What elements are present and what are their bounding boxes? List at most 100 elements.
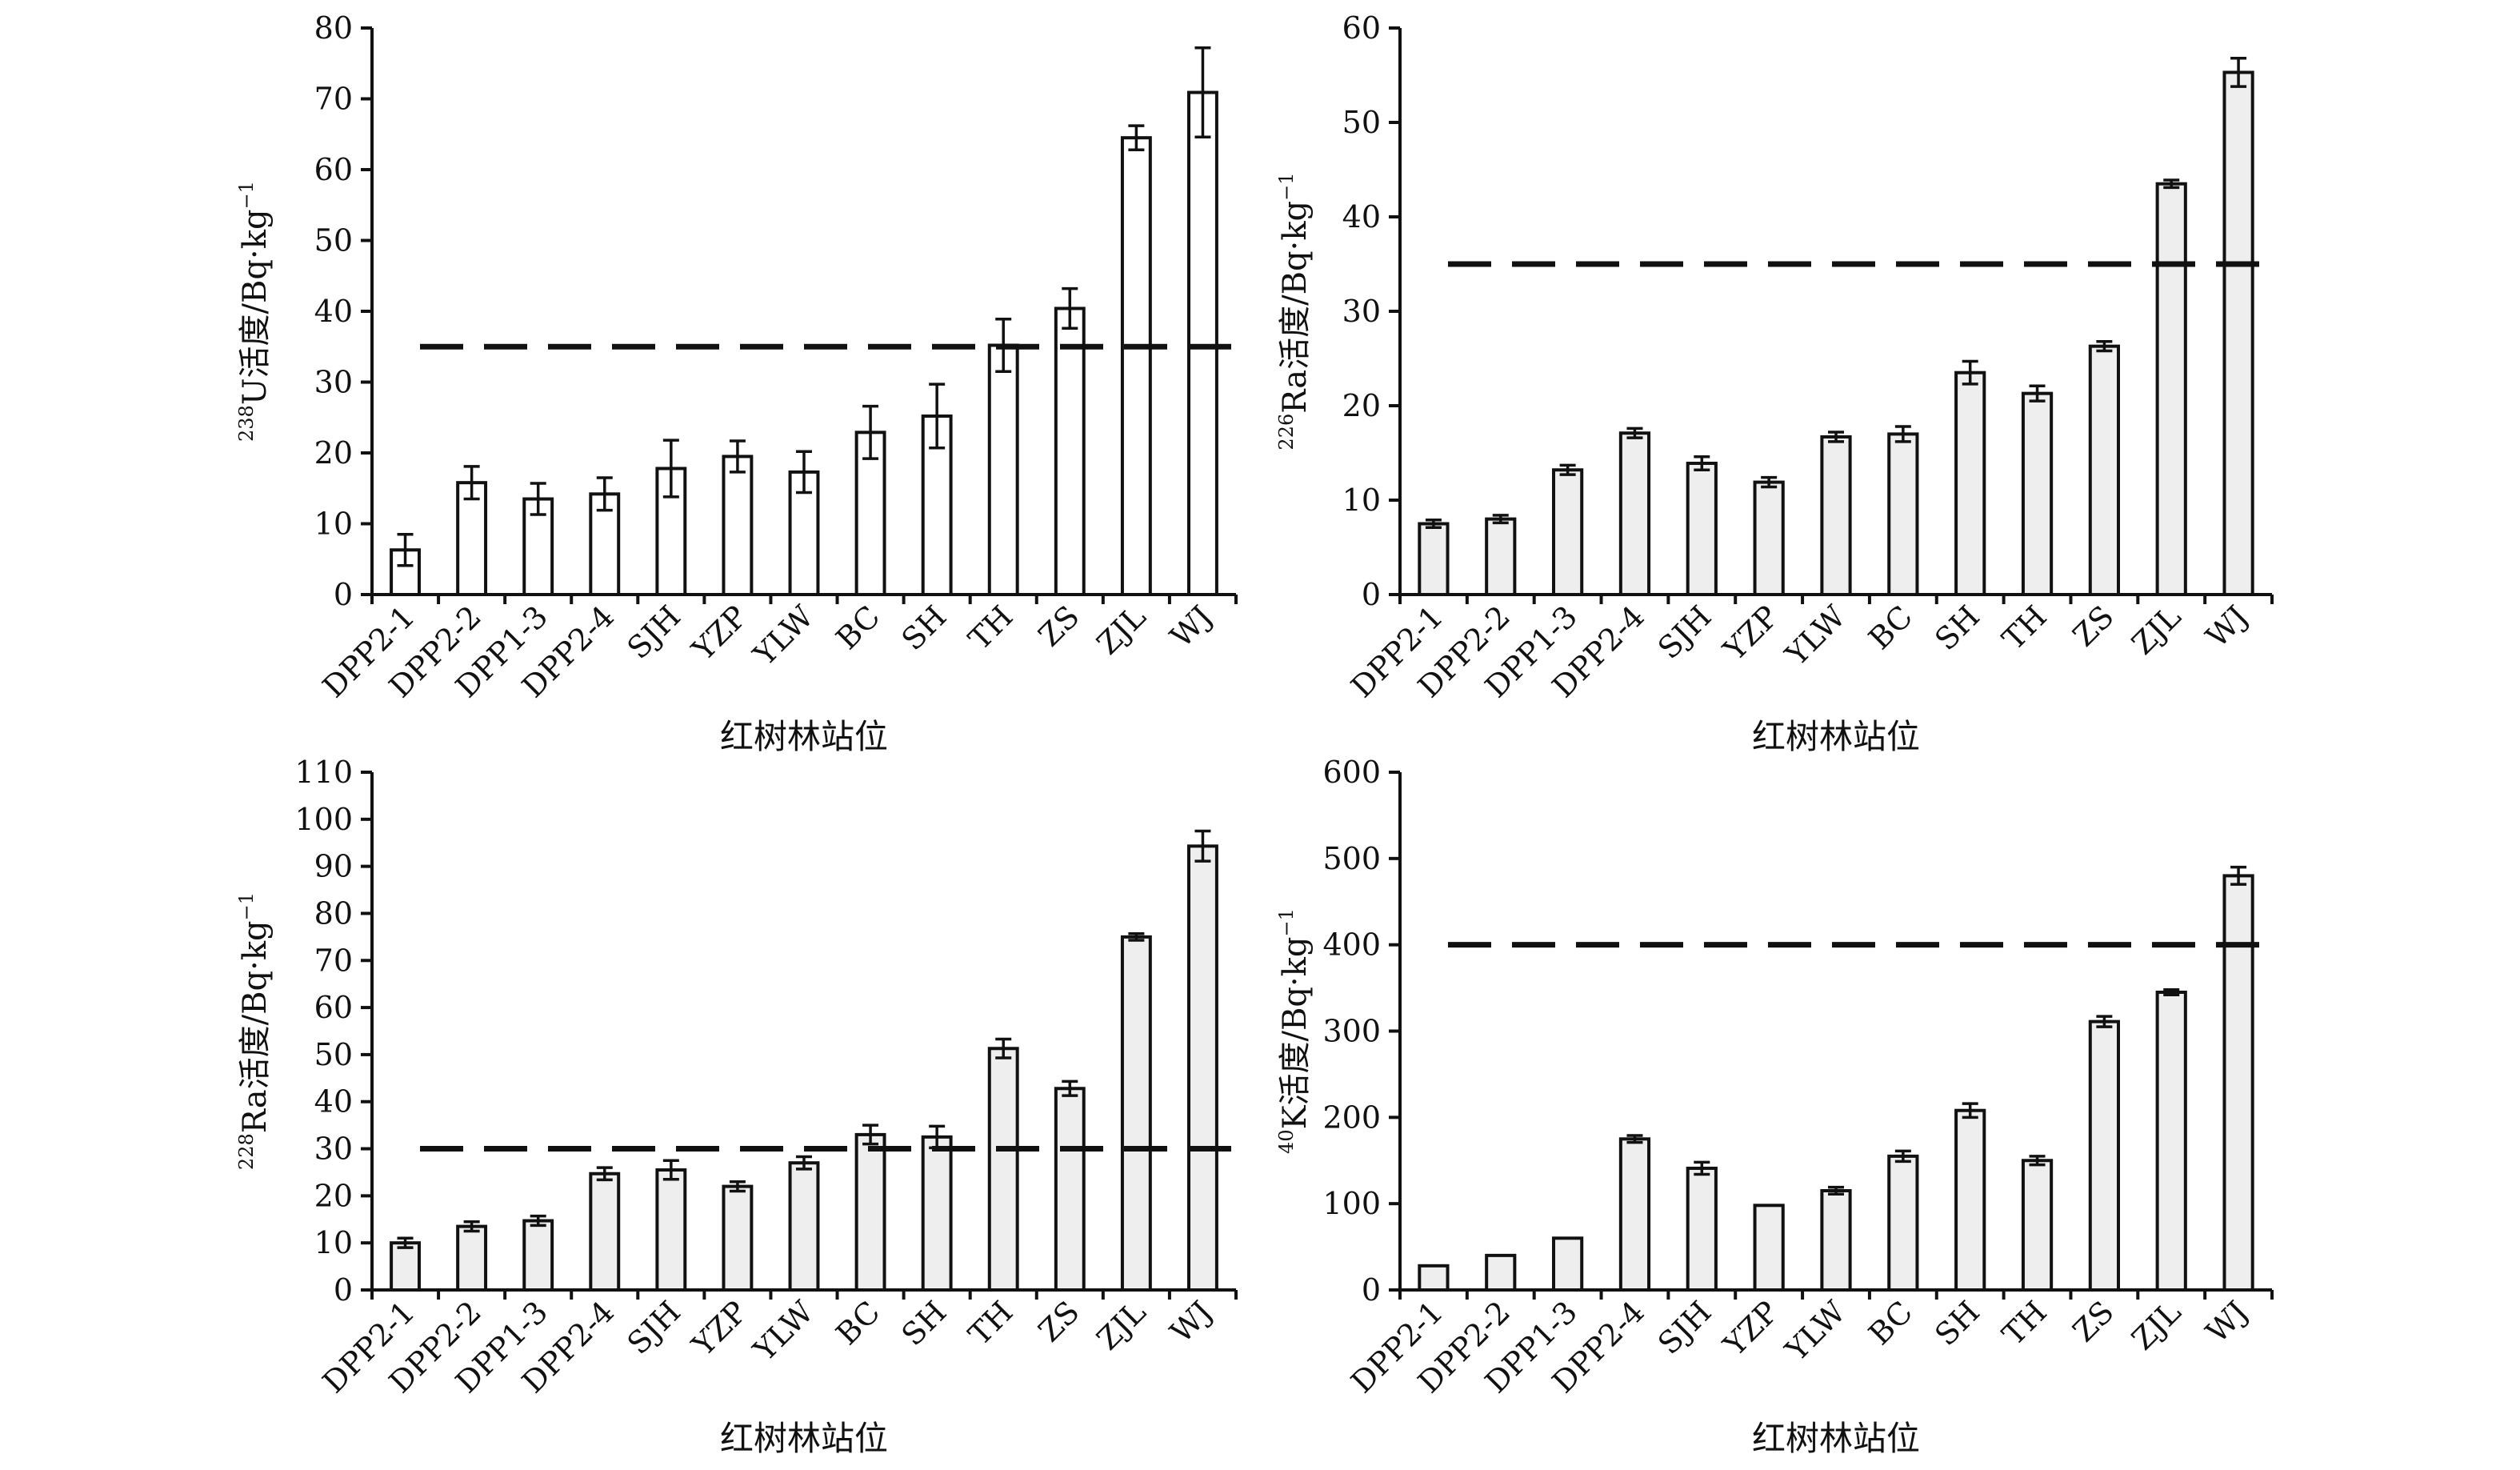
y-tick-label: 50 [314, 223, 353, 258]
y-tick-label: 40 [314, 1084, 353, 1120]
y-tick-label: 100 [1322, 1186, 1381, 1221]
x-category-label: SJH [620, 1294, 687, 1361]
x-category-label: ZS [2066, 1294, 2121, 1348]
bar [390, 1241, 421, 1292]
x-category-label: ZJL [1090, 1294, 1152, 1356]
y-tick-label: 50 [314, 1037, 353, 1072]
y-tick-label: 0 [1362, 577, 1381, 612]
bar [722, 455, 754, 596]
x-category-label: BC [1862, 1294, 1919, 1352]
y-title-exponent: −1 [1275, 908, 1298, 936]
y-title-exponent: −1 [235, 181, 258, 209]
bar [921, 1135, 953, 1292]
x-category-label: BC [1862, 599, 1919, 656]
y-tick-label: 80 [314, 10, 353, 46]
bar [1820, 435, 1852, 596]
bar [1418, 522, 1450, 596]
x-category-label: ZS [1031, 1294, 1086, 1348]
y-tick-label: 90 [314, 849, 353, 884]
x-category-label: SH [1928, 1294, 1986, 1352]
y-tick-label: 40 [1342, 199, 1381, 234]
x-category-label: ZJL [1090, 599, 1152, 661]
x-category-label: SJH [620, 599, 687, 666]
x-category-label: SH [895, 599, 954, 657]
bar [1686, 461, 1718, 596]
bar [1887, 432, 1919, 597]
y-title-text: U活度/Bq·kg [237, 209, 274, 405]
x-category-label: YZP [1716, 599, 1785, 667]
y-tick-label: 70 [314, 943, 353, 978]
y-tick-label: 20 [1342, 388, 1381, 423]
bar [655, 1168, 687, 1292]
bar [2021, 391, 2054, 596]
bar [1618, 431, 1651, 596]
y-title-isotope-mass: 228 [235, 1133, 258, 1170]
bar [2155, 182, 2187, 596]
bar [987, 343, 1019, 596]
y-title-exponent: −1 [235, 892, 258, 920]
bar [1418, 1264, 1450, 1292]
x-category-label: YLW [746, 1294, 821, 1368]
x-category-label: YLW [1778, 599, 1853, 673]
y-title-text: K活度/Bq·kg [1277, 936, 1314, 1129]
x-category-label: WJ [2199, 1294, 2255, 1350]
y-tick-label: 20 [314, 1178, 353, 1213]
y-title-isotope-mass: 238 [235, 405, 258, 442]
x-category-label: WJ [1163, 1294, 1219, 1350]
y-tick-label: 0 [1362, 1272, 1381, 1308]
x-axis-title: 红树林站位 [720, 717, 888, 756]
bar [1820, 1188, 1852, 1292]
y-tick-label: 60 [314, 990, 353, 1025]
bar [1618, 1137, 1651, 1292]
x-category-label: SH [895, 1294, 954, 1352]
y-title-text: Ra活度/Bq·kg [237, 920, 274, 1133]
bar [1954, 371, 1986, 596]
x-category-label: ZJL [2125, 1294, 2187, 1356]
x-category-label: BC [830, 599, 887, 656]
y-tick-label: 70 [314, 82, 353, 117]
x-category-label: ZJL [2125, 599, 2187, 661]
bar [2222, 70, 2254, 596]
y-tick-label: 10 [314, 507, 353, 542]
y-tick-label: 30 [1342, 294, 1381, 329]
y-axis-title: 228Ra活度/Bq·kg−1 [235, 892, 274, 1170]
bar [522, 1219, 554, 1292]
chart-228ra-activity: 0102030405060708090100110DPP2-1DPP2-2DPP… [235, 755, 1238, 1458]
x-category-label: SJH [1651, 599, 1718, 666]
x-category-label: YZP [685, 1294, 754, 1363]
bar [1485, 517, 1517, 596]
y-tick-label: 20 [314, 435, 353, 471]
bar [1054, 1087, 1086, 1292]
x-axis-title: 红树林站位 [1752, 717, 1920, 756]
x-category-label: YZP [1716, 1294, 1785, 1363]
bar [854, 1132, 886, 1292]
bar [1054, 306, 1086, 596]
bar [921, 414, 953, 596]
x-category-label: SH [1928, 599, 1986, 657]
y-tick-label: 0 [334, 1272, 353, 1308]
bar [2088, 344, 2120, 596]
x-category-label: YLW [746, 599, 821, 673]
bar [1120, 935, 1152, 1292]
y-title-exponent: −1 [1275, 172, 1298, 200]
y-axis-title: 238U活度/Bq·kg−1 [235, 181, 274, 442]
bar [456, 1224, 488, 1292]
x-category-label: TH [1995, 1294, 2053, 1352]
y-tick-label: 50 [1342, 105, 1381, 140]
bar [1552, 468, 1584, 596]
y-tick-label: 100 [294, 802, 353, 837]
y-tick-label: 10 [314, 1225, 353, 1260]
bar [854, 431, 886, 597]
y-tick-label: 60 [314, 152, 353, 187]
chart-40k-activity: 0100200300400500600DPP2-1DPP2-2DPP1-3DPP… [1275, 755, 2274, 1458]
y-tick-label: 500 [1322, 841, 1381, 876]
x-category-label: ZS [2066, 599, 2121, 653]
bar [2088, 1019, 2120, 1292]
y-tick-label: 200 [1322, 1099, 1381, 1135]
bar [987, 1047, 1019, 1292]
y-title-isotope-mass: 40 [1275, 1129, 1298, 1154]
y-title-text: Ra活度/Bq·kg [1277, 201, 1314, 414]
y-tick-label: 80 [314, 895, 353, 931]
